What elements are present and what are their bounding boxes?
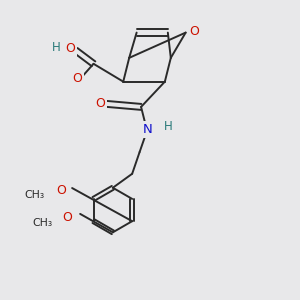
Text: O: O: [72, 72, 82, 85]
Text: O: O: [95, 98, 105, 110]
Text: N: N: [143, 123, 153, 136]
Text: H: H: [52, 41, 61, 54]
Text: CH₃: CH₃: [32, 218, 52, 227]
Text: H: H: [164, 120, 172, 133]
Text: O: O: [56, 184, 66, 196]
Text: O: O: [62, 211, 72, 224]
Text: CH₃: CH₃: [24, 190, 44, 200]
Text: O: O: [189, 25, 199, 38]
Text: O: O: [65, 42, 75, 56]
